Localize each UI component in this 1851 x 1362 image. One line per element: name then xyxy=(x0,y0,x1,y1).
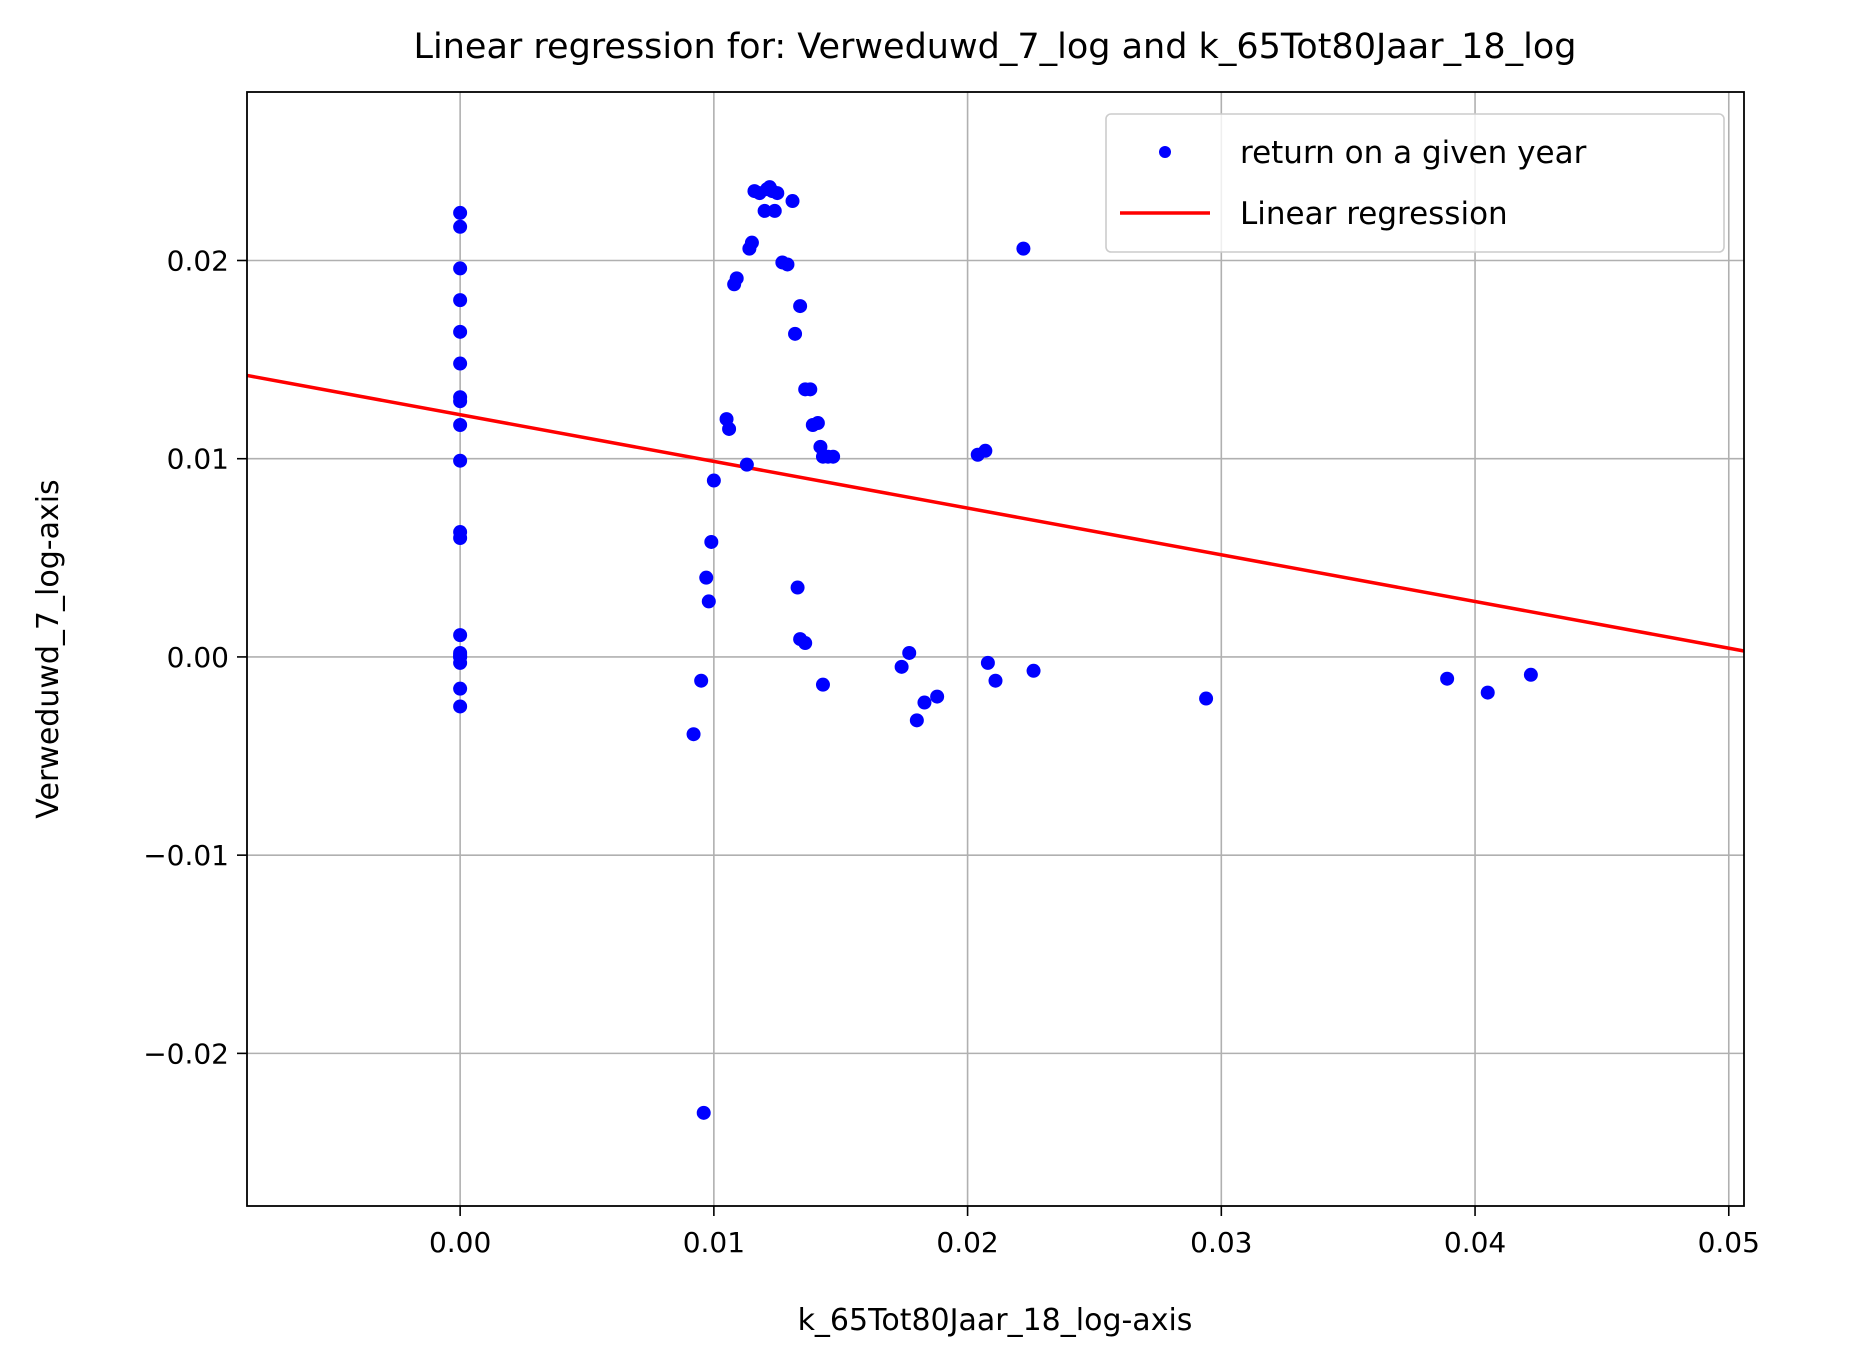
scatter-point xyxy=(930,689,945,704)
scatter-point xyxy=(790,580,805,595)
scatter-point xyxy=(453,293,468,308)
x-axis-label: k_65Tot80Jaar_18_log-axis xyxy=(798,1303,1193,1338)
scatter-point xyxy=(798,636,813,651)
scatter-points xyxy=(453,180,1538,1120)
scatter-point xyxy=(453,394,468,409)
scatter-point xyxy=(453,324,468,339)
legend-box xyxy=(1105,113,1725,253)
scatter-point xyxy=(704,534,719,549)
scatter-point xyxy=(701,594,716,609)
scatter-point xyxy=(453,219,468,234)
scatter-point xyxy=(780,257,795,272)
legend-label-scatter: return on a given year xyxy=(1240,135,1587,171)
scatter-point xyxy=(826,449,841,464)
regression-line-layer xyxy=(246,373,1745,653)
scatter-point xyxy=(1026,663,1041,678)
scatter-point xyxy=(453,649,468,664)
scatter-point xyxy=(1480,685,1495,700)
scatter-point xyxy=(453,418,468,433)
y-tick-label: 0.00 xyxy=(167,641,229,674)
scatter-point xyxy=(917,695,932,710)
scatter-point xyxy=(757,203,772,218)
x-tick-label: 0.02 xyxy=(936,1226,998,1259)
y-tick-label: 0.02 xyxy=(167,244,229,277)
x-tick-label: 0.03 xyxy=(1190,1226,1252,1259)
y-tick-label: 0.01 xyxy=(167,443,229,476)
scatter-point xyxy=(785,194,800,209)
scatter-point xyxy=(722,421,737,436)
scatter-point xyxy=(686,727,701,742)
scatter-point xyxy=(1523,667,1538,682)
scatter-point xyxy=(699,570,714,585)
scatter-point xyxy=(1440,671,1455,686)
scatter-point xyxy=(696,1105,711,1120)
scatter-point xyxy=(694,673,709,688)
scatter-point xyxy=(810,416,825,431)
grid-lines xyxy=(247,92,1744,1206)
y-tick-label: −0.02 xyxy=(143,1037,229,1070)
scatter-point xyxy=(453,205,468,220)
y-tick-label: −0.01 xyxy=(143,839,229,872)
scatter-point xyxy=(815,677,830,692)
scatter-point xyxy=(767,203,782,218)
x-tick-label: 0.04 xyxy=(1444,1226,1506,1259)
regression-line xyxy=(246,373,1745,653)
plot-frame xyxy=(246,91,1745,1207)
scatter-point xyxy=(1016,241,1031,256)
scatter-point xyxy=(902,645,917,660)
scatter-point xyxy=(453,453,468,468)
scatter-point xyxy=(744,235,759,250)
scatter-point xyxy=(453,356,468,371)
chart-title: Linear regression for: Verweduwd_7_log a… xyxy=(414,27,1577,67)
scatter-point xyxy=(770,186,785,201)
scatter-point xyxy=(788,326,803,341)
axis-ticks: 0.00 0.01 0.02 0.03 0.04 0.05 −0.02 −0.01 0.00 0.… xyxy=(143,244,1760,1259)
scatter-point xyxy=(980,655,995,670)
y-axis-label: Verweduwd_7_log-axis xyxy=(31,479,66,818)
scatter-point xyxy=(453,699,468,714)
legend-marker-scatter xyxy=(1159,146,1171,158)
scatter-point xyxy=(453,681,468,696)
x-tick-label: 0.01 xyxy=(683,1226,745,1259)
scatter-point xyxy=(739,457,754,472)
scatter-point xyxy=(894,659,909,674)
scatter-point xyxy=(1199,691,1214,706)
scatter-point xyxy=(453,261,468,276)
scatter-point xyxy=(793,299,808,314)
legend-label-line: Linear regression xyxy=(1240,196,1508,232)
scatter-point xyxy=(803,382,818,397)
scatter-point xyxy=(909,713,924,728)
scatter-point xyxy=(978,443,993,458)
scatter-point xyxy=(453,530,468,545)
x-tick-label: 0.05 xyxy=(1698,1226,1760,1259)
scatter-point xyxy=(988,673,1003,688)
scatter-point xyxy=(453,628,468,643)
legend: return on a given year Linear regression xyxy=(1105,113,1725,253)
scatter-point xyxy=(706,473,721,488)
scatter-point xyxy=(729,271,744,286)
x-tick-label: 0.00 xyxy=(429,1226,491,1259)
